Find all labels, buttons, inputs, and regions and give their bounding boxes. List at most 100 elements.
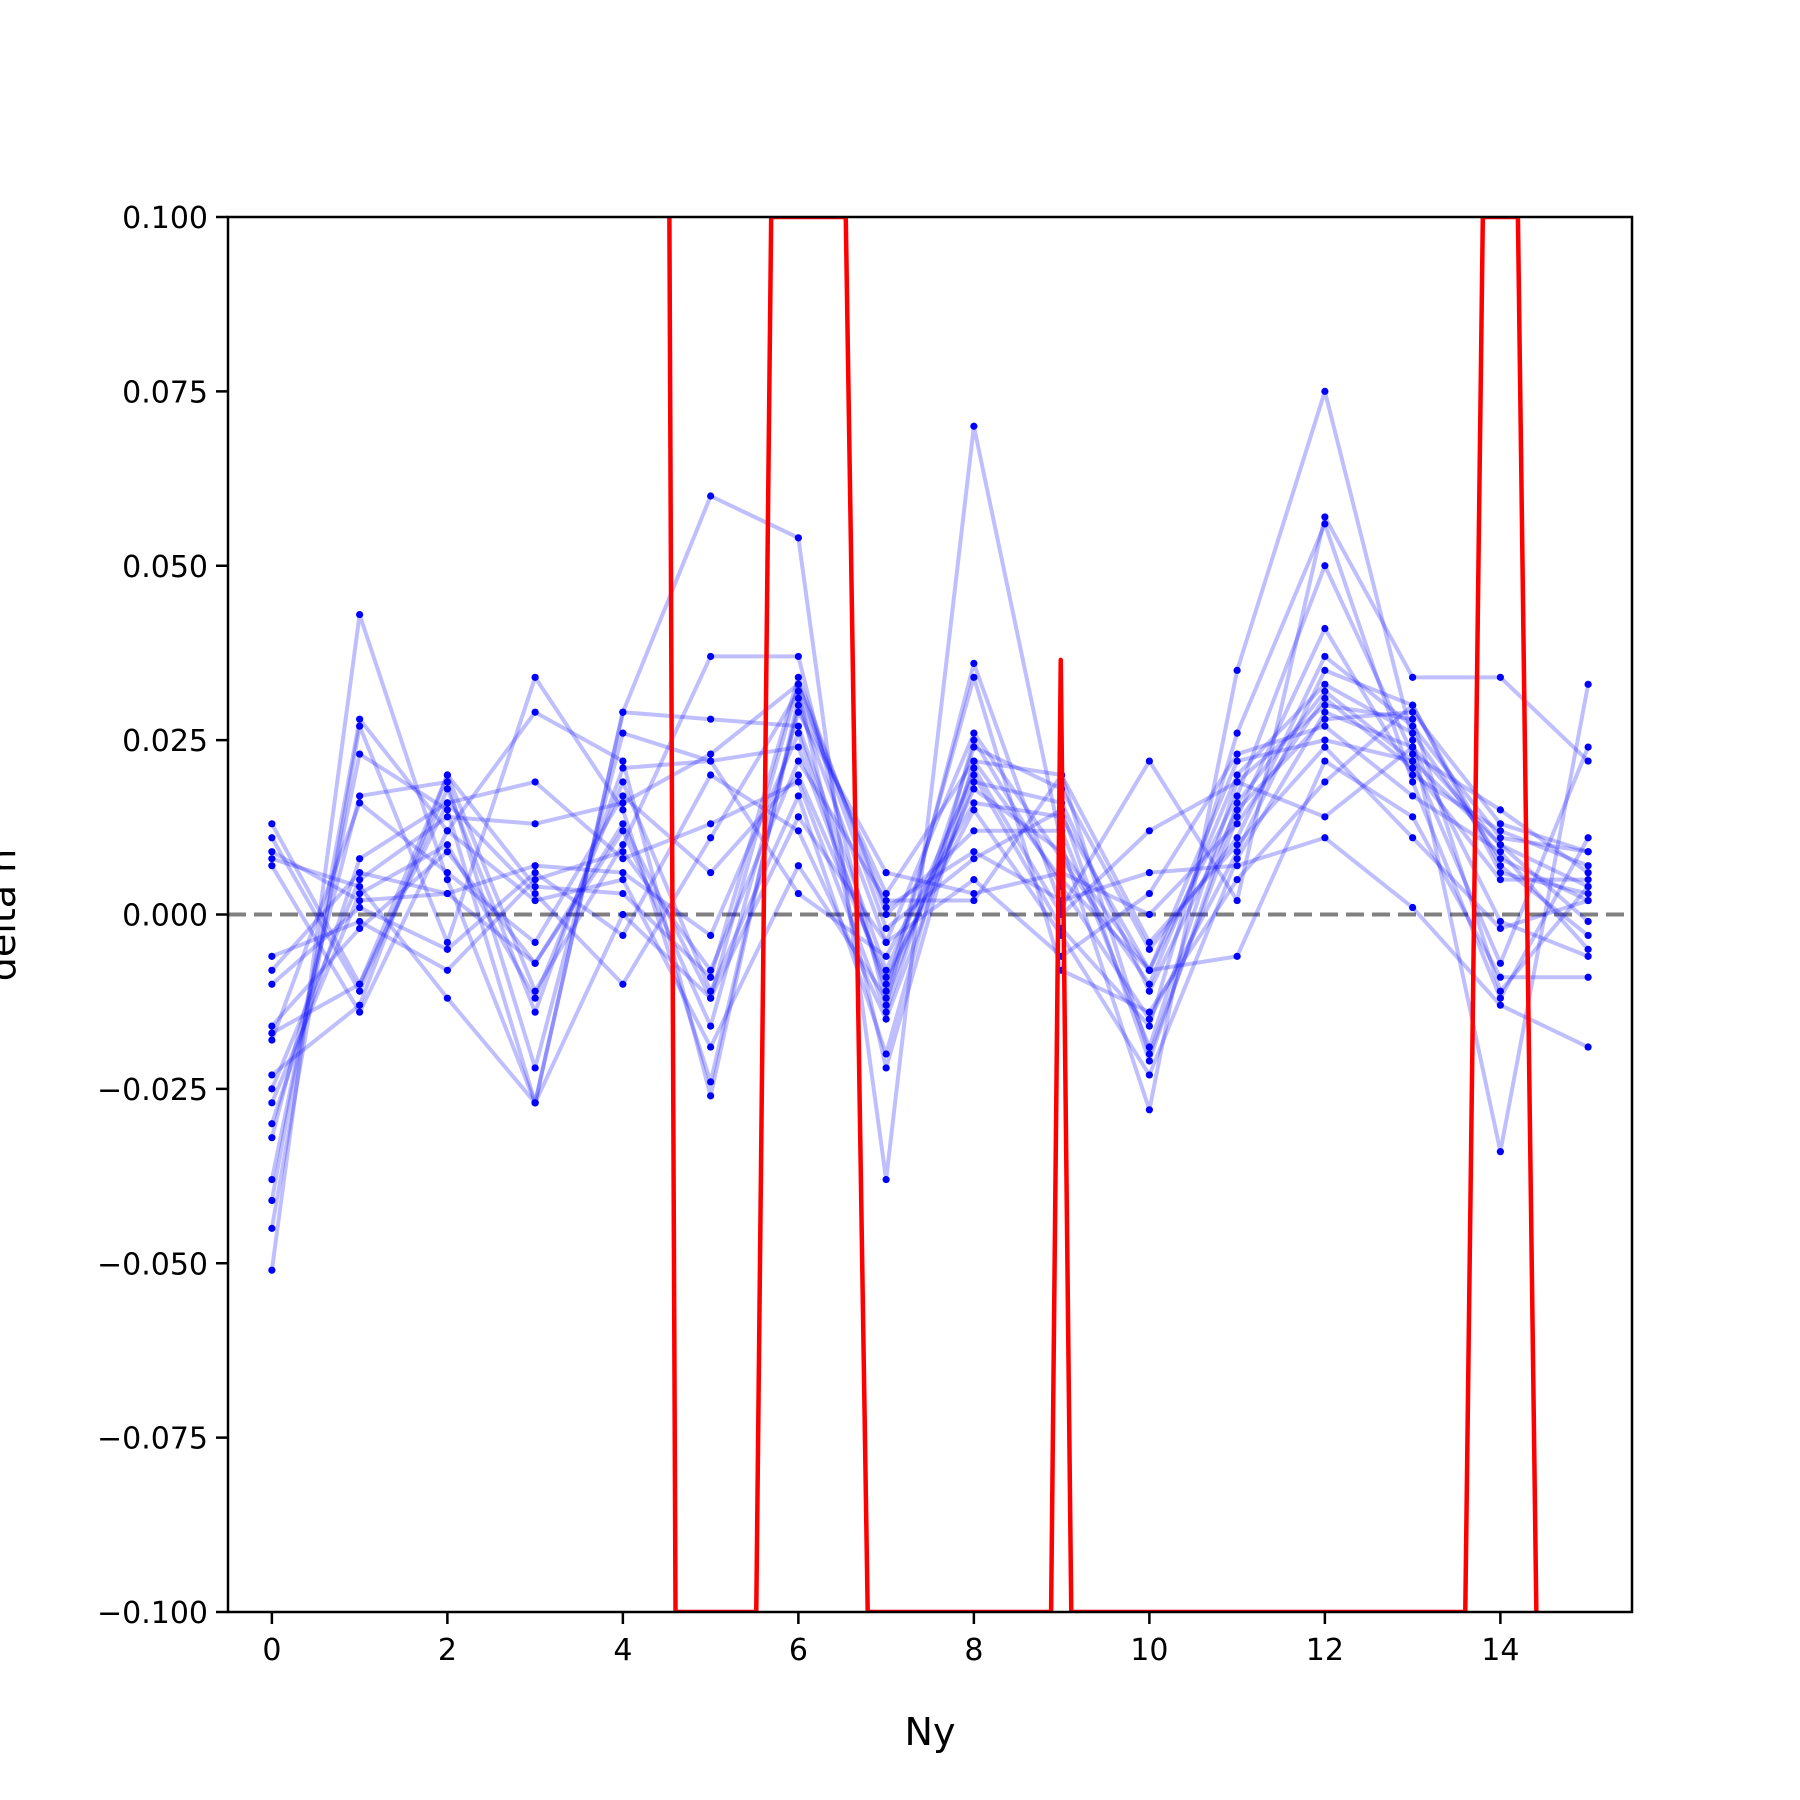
series-point <box>1145 980 1153 988</box>
series-point <box>1233 862 1241 870</box>
series-point <box>268 848 276 856</box>
series-line-9 <box>270 675 1590 1077</box>
series-line-5 <box>269 563 1590 1139</box>
series-line-4 <box>269 521 1590 1180</box>
series-point <box>794 701 802 709</box>
series-point <box>707 1043 715 1051</box>
series-point <box>707 931 715 940</box>
series-point <box>1233 729 1241 737</box>
series-line-7 <box>270 668 1590 1104</box>
series-point <box>531 883 539 891</box>
series-line-3 <box>269 626 1589 1201</box>
series-point <box>882 896 890 905</box>
series-point <box>531 876 539 884</box>
series-point <box>1321 778 1329 786</box>
series-point <box>531 1008 539 1016</box>
series-point <box>1145 945 1153 953</box>
series-point <box>794 708 802 716</box>
series-point <box>619 931 627 940</box>
series-point <box>1496 973 1504 981</box>
x-tick-label: 2 <box>438 1633 457 1668</box>
series-line-12 <box>270 710 1589 1022</box>
series-point <box>531 820 539 828</box>
series-point <box>794 771 802 779</box>
series-point <box>1584 889 1592 898</box>
x-tick-label: 4 <box>613 1633 632 1668</box>
series-point <box>619 855 627 863</box>
series-point <box>882 1015 890 1023</box>
series-point <box>443 938 451 947</box>
series-point <box>356 987 364 995</box>
series-point <box>531 673 539 681</box>
series-point <box>619 792 627 800</box>
series-line-17 <box>270 745 1589 1050</box>
series-point <box>794 743 802 751</box>
series-point <box>1496 869 1504 877</box>
series-point <box>268 1196 276 1205</box>
series-point <box>882 910 890 919</box>
series-point <box>1321 722 1329 730</box>
series-point <box>1409 722 1417 730</box>
series-point <box>443 778 451 786</box>
series-point <box>443 827 451 835</box>
series-point <box>1496 673 1504 681</box>
series-point <box>794 862 802 870</box>
series-point <box>1321 694 1329 702</box>
series-point <box>619 757 627 765</box>
series-point <box>1584 757 1592 765</box>
series-point <box>1145 1050 1153 1058</box>
series-point <box>707 834 715 842</box>
y-tick-label: −0.025 <box>97 1073 208 1108</box>
series-point <box>356 799 364 807</box>
series-point <box>619 841 627 849</box>
series-point <box>619 910 627 919</box>
series-point <box>1584 883 1592 891</box>
series-point <box>882 1050 890 1058</box>
series-point <box>1584 834 1592 842</box>
series-point <box>531 938 539 947</box>
series-point <box>619 876 627 884</box>
series-point <box>1233 757 1241 765</box>
series-point <box>882 1008 890 1016</box>
series-point <box>1584 931 1592 940</box>
series-point <box>268 1224 276 1232</box>
series-point <box>443 848 451 856</box>
series-point <box>1496 987 1504 995</box>
series-point <box>531 959 539 967</box>
series-point <box>1584 862 1592 870</box>
y-tick-label: 0.100 <box>122 201 208 236</box>
y-tick-label: 0.075 <box>122 375 208 410</box>
series-point <box>531 994 539 1002</box>
series-point <box>531 862 539 870</box>
series-point <box>1145 1008 1153 1016</box>
series-point <box>1145 987 1153 995</box>
series-point <box>882 973 890 981</box>
series-point <box>1409 701 1417 709</box>
series-line-15 <box>270 759 1589 1015</box>
series-point <box>970 799 978 807</box>
series-point <box>794 652 802 661</box>
series-point <box>707 757 715 765</box>
y-tick-label: −0.075 <box>97 1422 208 1457</box>
series-point <box>882 938 890 947</box>
series-point <box>794 757 802 765</box>
series-point <box>1321 757 1329 765</box>
series-line-1 <box>270 514 1590 1008</box>
series-point <box>1321 562 1329 570</box>
series-point <box>268 862 276 870</box>
series-point <box>794 722 802 730</box>
series-point <box>882 994 890 1002</box>
series-point <box>1496 959 1504 967</box>
series-point <box>443 785 451 793</box>
series-point <box>1145 869 1153 877</box>
series-point <box>1409 834 1417 842</box>
series-point <box>1145 1057 1153 1065</box>
series-point <box>619 708 627 716</box>
series-point <box>794 534 802 542</box>
series-point <box>707 1092 715 1100</box>
series-point <box>356 869 364 877</box>
series-point <box>268 834 276 842</box>
series-point <box>619 729 627 737</box>
y-axis-label: delta h <box>0 849 24 981</box>
